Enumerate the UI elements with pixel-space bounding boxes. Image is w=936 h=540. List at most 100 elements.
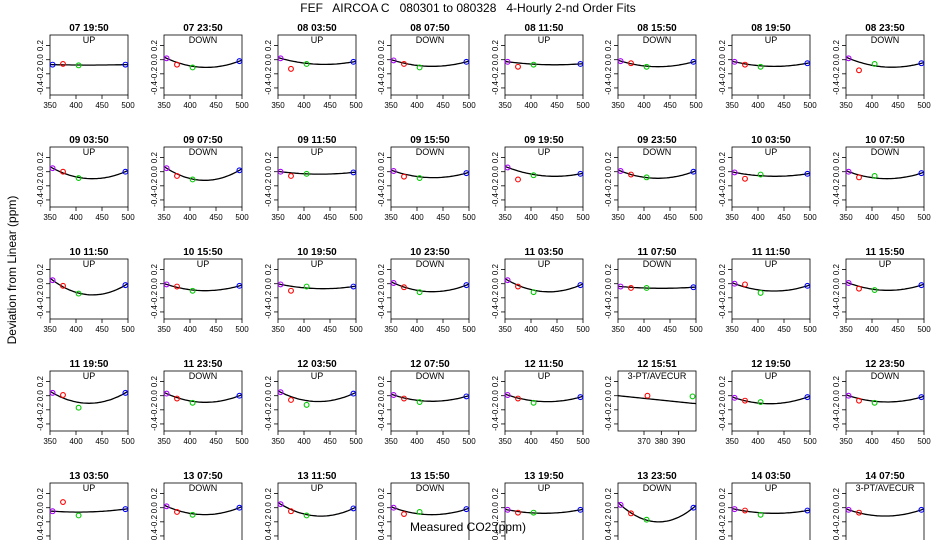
x-tick-label: 400 xyxy=(865,101,879,110)
y-tick-label: -0.2 xyxy=(604,290,613,304)
y-tick-label: -0.2 xyxy=(832,514,841,528)
panel-label: UP xyxy=(538,371,551,381)
y-tick-label: 0.0 xyxy=(604,390,613,402)
x-tick-label: 350 xyxy=(839,325,853,334)
panel-label: UP xyxy=(197,259,210,269)
panel-label: UP xyxy=(311,147,324,157)
panel-label: UP xyxy=(538,35,551,45)
y-tick-label: 0.0 xyxy=(150,502,159,514)
y-tick-label: 0.0 xyxy=(832,502,841,514)
y-tick-label: -0.4 xyxy=(150,417,159,431)
x-tick-label: 500 xyxy=(689,325,703,334)
y-tick-label: 0.0 xyxy=(377,166,386,178)
x-tick-label: 450 xyxy=(777,213,791,222)
panel-frame xyxy=(163,34,243,96)
panel-label: UP xyxy=(83,147,96,157)
x-tick-label: 400 xyxy=(69,101,83,110)
panel-label: 3-PT/AVECUR xyxy=(856,483,915,493)
panel-frame xyxy=(731,482,811,540)
data-point xyxy=(288,172,294,179)
panel-title: 07 23:50 xyxy=(183,23,223,34)
fit-curve xyxy=(50,63,128,66)
data-point xyxy=(845,280,852,286)
y-tick-label: 0.2 xyxy=(604,487,613,499)
panel-label: UP xyxy=(765,147,778,157)
y-tick-label: -0.2 xyxy=(832,66,841,80)
panel-label: DOWN xyxy=(643,147,672,157)
panel-frame xyxy=(731,146,811,208)
y-tick-label: -0.2 xyxy=(264,66,273,80)
y-tick-label: 0.2 xyxy=(604,39,613,51)
x-tick-label: 400 xyxy=(865,325,879,334)
x-tick-label: 500 xyxy=(462,213,476,222)
y-tick-label: -0.4 xyxy=(718,81,727,95)
x-tick-label: 450 xyxy=(777,325,791,334)
panel-label: DOWN xyxy=(416,147,445,157)
y-tick-label: 0.2 xyxy=(36,39,45,51)
y-tick-label: 0.0 xyxy=(604,502,613,514)
fit-curve xyxy=(731,395,811,405)
panel-title: 11 03:50 xyxy=(525,247,564,258)
x-tick-label: 450 xyxy=(95,437,109,446)
panel-frame xyxy=(277,258,357,320)
x-tick-label: 400 xyxy=(751,437,765,446)
data-point xyxy=(463,282,470,289)
x-tick-label: 500 xyxy=(462,437,476,446)
data-point xyxy=(416,289,423,296)
panel-label: UP xyxy=(538,483,551,493)
y-tick-label: 0.0 xyxy=(150,54,159,66)
panel-title: 10 23:50 xyxy=(410,247,450,258)
fit-curve xyxy=(277,502,357,517)
x-tick-label: 450 xyxy=(891,101,905,110)
data-point xyxy=(690,168,697,175)
data-point xyxy=(856,397,862,404)
panel-frame xyxy=(504,258,584,320)
y-tick-label: -0.2 xyxy=(36,66,45,80)
y-tick-label: 0.2 xyxy=(150,151,159,163)
data-point xyxy=(416,175,423,182)
fit-curve xyxy=(617,395,697,405)
data-point xyxy=(804,282,811,289)
x-tick-label: 350 xyxy=(611,325,625,334)
x-tick-label: 370 xyxy=(637,437,651,446)
panel-title: 11 15:50 xyxy=(866,247,905,258)
y-tick-label: 0.0 xyxy=(150,166,159,178)
data-point xyxy=(416,508,423,515)
y-tick-label: 0.0 xyxy=(36,278,45,290)
y-tick-label: -0.2 xyxy=(150,66,159,80)
x-tick-label: 450 xyxy=(436,101,450,110)
y-tick-label: -0.4 xyxy=(832,529,841,540)
data-point xyxy=(530,61,537,68)
panel-title: 12 19:50 xyxy=(751,359,791,370)
x-tick-label: 500 xyxy=(121,437,135,446)
y-tick-label: -0.2 xyxy=(377,66,386,80)
data-point xyxy=(277,168,284,175)
data-point xyxy=(288,65,294,72)
panel-title: 12 15:51 xyxy=(637,359,677,370)
y-tick-label: 0.0 xyxy=(604,54,613,66)
x-tick-label: 350 xyxy=(839,101,853,110)
y-tick-label: -0.4 xyxy=(36,305,45,319)
y-tick-label: 0.0 xyxy=(718,166,727,178)
fit-curve xyxy=(845,170,925,180)
data-point xyxy=(189,399,196,406)
x-tick-label: 500 xyxy=(689,101,703,110)
y-tick-label: -0.2 xyxy=(150,514,159,528)
y-tick-label: -0.2 xyxy=(491,178,500,192)
y-tick-label: -0.4 xyxy=(150,193,159,207)
fit-curve xyxy=(504,393,584,403)
panel-frame xyxy=(504,370,584,432)
data-point xyxy=(163,503,170,510)
fit-curve xyxy=(731,60,811,68)
data-point xyxy=(463,506,470,513)
data-point xyxy=(163,165,170,172)
x-tick-label: 350 xyxy=(725,213,739,222)
x-tick-label: 500 xyxy=(917,101,931,110)
